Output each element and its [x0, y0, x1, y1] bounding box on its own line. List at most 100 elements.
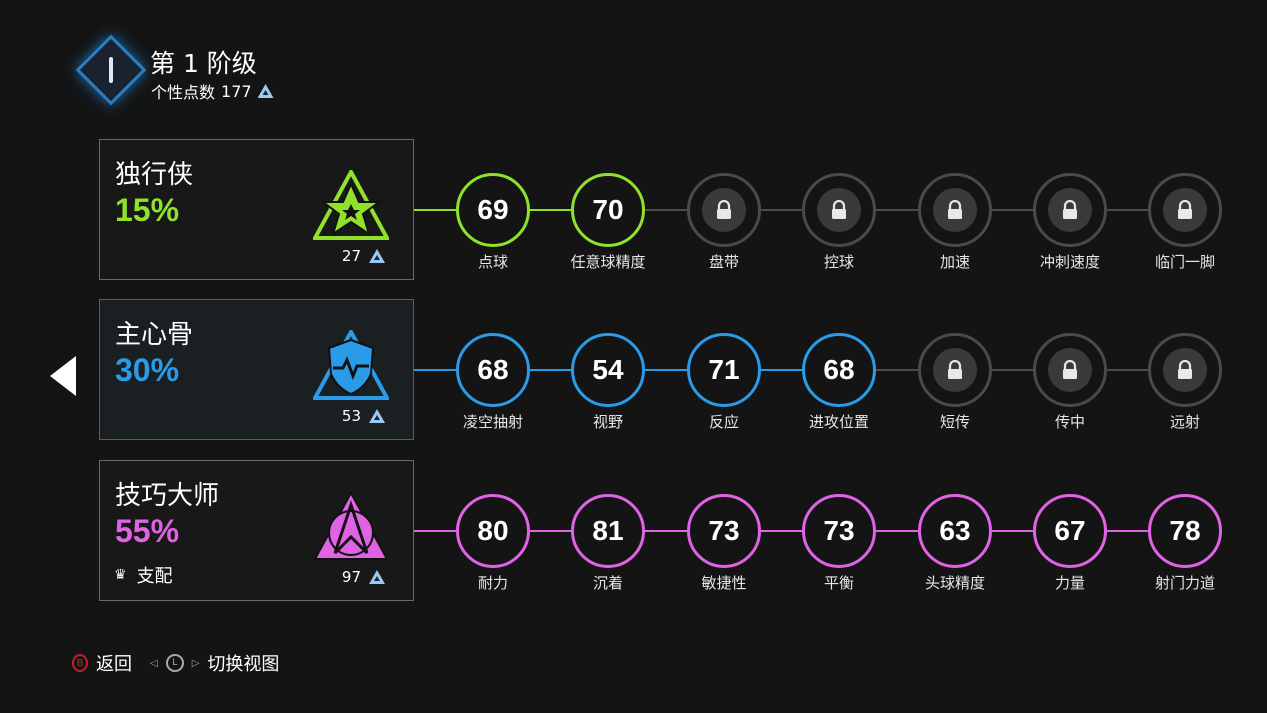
- attribute-value: 80: [477, 515, 509, 546]
- attribute-node[interactable]: [802, 173, 876, 247]
- connector-line: [1107, 369, 1148, 371]
- playstyle-card[interactable]: 技巧大师 55% 97 ♛ 支配: [99, 460, 414, 601]
- attribute-value: 73: [823, 515, 855, 546]
- attribute-label: 反应: [708, 413, 739, 431]
- lock-icon: [817, 188, 861, 232]
- attribute-value: 70: [592, 194, 624, 225]
- trait-label: 支配: [136, 566, 173, 587]
- attribute-value: 68: [823, 354, 855, 385]
- points-value: 53: [341, 407, 361, 425]
- attribute-label: 冲刺速度: [1039, 253, 1100, 271]
- b-button-icon: B: [72, 654, 88, 672]
- attribute-label: 加速: [939, 253, 970, 271]
- left-arrow-icon: ◁: [150, 657, 158, 669]
- connector-line: [761, 530, 802, 532]
- attribute-node[interactable]: 73: [802, 494, 876, 568]
- attribute-label: 远射: [1169, 413, 1200, 431]
- shield-pulse-icon: [311, 327, 391, 400]
- playstyle-card[interactable]: 独行侠 15% 27: [99, 139, 414, 280]
- connector-line: [530, 530, 571, 532]
- connector-line: [645, 209, 687, 211]
- attribute-value: 71: [708, 354, 740, 385]
- switch-view-button[interactable]: 切换视图: [207, 654, 280, 675]
- connector-line: [761, 209, 802, 211]
- attribute-value: 63: [939, 515, 971, 546]
- attribute-label: 进攻位置: [808, 413, 869, 431]
- points-label: 个性点数: [151, 83, 216, 102]
- attribute-node[interactable]: [1033, 173, 1107, 247]
- attribute-node[interactable]: [687, 173, 761, 247]
- attribute-label: 点球: [477, 253, 508, 271]
- attribute-node[interactable]: 67: [1033, 494, 1107, 568]
- attribute-node[interactable]: [918, 333, 992, 407]
- playstyle-points: 97: [342, 568, 385, 586]
- connector-line: [645, 369, 687, 371]
- l-stick-icon: L: [165, 654, 184, 672]
- connector-line: [992, 369, 1033, 371]
- lock-icon: [702, 188, 746, 232]
- attribute-node[interactable]: 70: [571, 173, 645, 247]
- lock-icon: [933, 348, 977, 392]
- footer: B 返回 ◁ L ▷ 切换视图: [72, 650, 279, 676]
- attribute-label: 凌空抽射: [462, 413, 523, 431]
- connector-line: [414, 530, 456, 532]
- playstyle-percent: 30%: [115, 352, 180, 388]
- connector-line: [645, 530, 687, 532]
- lock-icon: [1163, 348, 1207, 392]
- lock-icon: [1048, 348, 1092, 392]
- attribute-label: 耐力: [477, 574, 508, 592]
- star-triangle-icon: [311, 167, 391, 240]
- points-value: 177: [221, 81, 252, 101]
- attribute-node[interactable]: [1148, 333, 1222, 407]
- back-button[interactable]: 返回: [96, 654, 132, 675]
- connector-line: [876, 209, 918, 211]
- attribute-node[interactable]: 73: [687, 494, 761, 568]
- attribute-label: 视野: [592, 413, 623, 431]
- attribute-label: 传中: [1054, 413, 1085, 431]
- attribute-node[interactable]: 69: [456, 173, 530, 247]
- attribute-label: 沉着: [592, 574, 623, 592]
- tier-title: 第 1 阶级: [150, 49, 257, 78]
- attribute-node[interactable]: 80: [456, 494, 530, 568]
- attribute-label: 平衡: [823, 574, 854, 592]
- points-triangle-icon: [369, 249, 385, 263]
- attribute-node[interactable]: 71: [687, 333, 761, 407]
- attribute-value: 73: [708, 515, 740, 546]
- connector-line: [530, 209, 571, 211]
- attribute-value: 67: [1054, 515, 1086, 546]
- playstyle-trait: ♛ 支配: [114, 562, 173, 588]
- attribute-node[interactable]: 81: [571, 494, 645, 568]
- attribute-node[interactable]: [1033, 333, 1107, 407]
- attribute-node[interactable]: 68: [456, 333, 530, 407]
- attribute-label: 力量: [1054, 574, 1085, 592]
- points-triangle-icon: [369, 409, 385, 423]
- connector-line: [876, 530, 918, 532]
- points-value: 27: [341, 247, 361, 265]
- attribute-node[interactable]: 54: [571, 333, 645, 407]
- attribute-node[interactable]: 68: [802, 333, 876, 407]
- previous-arrow-button[interactable]: [50, 356, 76, 396]
- playstyle-points: 53: [342, 407, 385, 425]
- connector-line: [876, 369, 918, 371]
- attribute-node[interactable]: 78: [1148, 494, 1222, 568]
- connector-line: [992, 209, 1033, 211]
- playstyle-percent: 55%: [115, 513, 180, 549]
- attribute-label: 射门力道: [1154, 574, 1215, 592]
- attribute-node[interactable]: [918, 173, 992, 247]
- playstyle-points: 27: [342, 247, 385, 265]
- attribute-node[interactable]: 63: [918, 494, 992, 568]
- crown-icon: ♛: [114, 567, 127, 583]
- points-value: 97: [341, 568, 361, 586]
- attribute-value: 78: [1169, 515, 1201, 546]
- attribute-label: 任意球精度: [570, 253, 646, 271]
- attribute-label: 控球: [823, 253, 854, 271]
- connector-line: [530, 369, 571, 371]
- points-triangle-icon: [369, 570, 385, 584]
- attribute-label: 短传: [939, 413, 970, 431]
- points-triangle-icon: [257, 84, 274, 98]
- attribute-value: 54: [592, 354, 624, 385]
- connector-line: [414, 209, 456, 211]
- playstyle-name: 技巧大师: [115, 481, 220, 511]
- playstyle-card[interactable]: 主心骨 30% 53: [99, 299, 414, 440]
- attribute-node[interactable]: [1148, 173, 1222, 247]
